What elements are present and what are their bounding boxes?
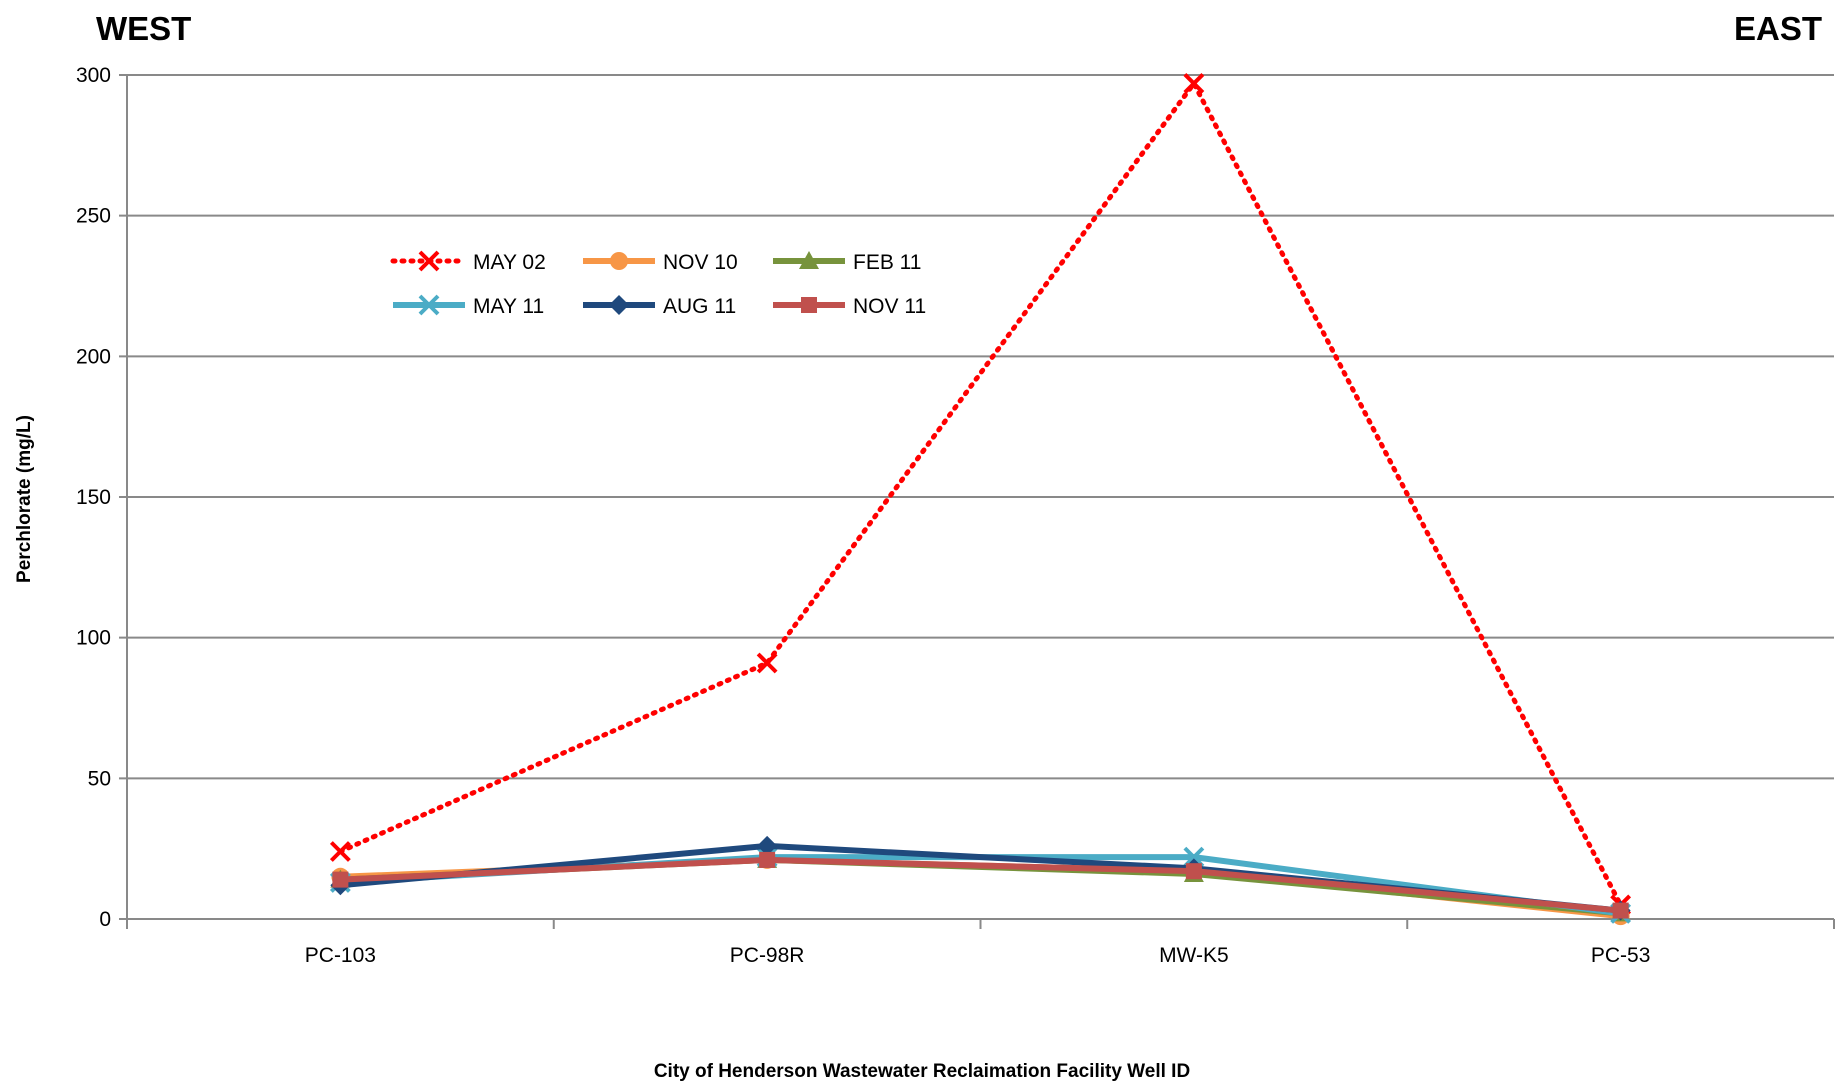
west-label: WEST [96,10,191,47]
series-line [337,80,1624,908]
east-label: EAST [1734,10,1822,47]
marker-stroke [756,652,778,674]
legend-entry-nov-11: NOV 11 [773,295,926,318]
legend-swatch-marker [801,297,817,313]
data-series [329,73,1632,926]
legend-label: NOV 11 [853,295,926,318]
marker-stroke [1183,73,1205,94]
series-may-02 [329,73,1632,916]
legend-label: MAY 11 [473,295,544,318]
y-tick-label: 0 [99,908,111,931]
x-axis-title: City of Henderson Wastewater Reclaimatio… [654,1061,1190,1082]
legend-label: FEB 11 [853,251,921,274]
gridlines [119,74,1834,920]
y-tick-label: 50 [88,767,111,790]
legend-label: AUG 11 [663,295,736,318]
legend-swatch-marker [610,252,628,270]
marker-stroke [418,250,440,272]
data-point-marker [1183,73,1205,94]
series-aug-11 [330,835,1631,921]
legend: MAY 02 NOV 10 FEB 11 MAY 11 AUG 11 NOV 11 [390,250,926,318]
x-tick-label: PC-103 [305,944,376,967]
series-feb-11 [330,849,1631,922]
legend-label: MAY 02 [473,251,546,274]
legend-swatch-marker [609,295,629,315]
legend-entry-aug-11: AUG 11 [583,295,736,318]
y-tick-label: 100 [76,627,111,650]
data-point-marker [759,851,776,868]
legend-swatch-marker [799,251,819,269]
series-line [340,842,1621,914]
y-tick-label: 300 [76,64,111,87]
data-point-marker [332,871,349,888]
marker-stroke [418,294,440,316]
legend-entry-may-02: MAY 02 [390,250,546,274]
y-tick-labels: 0 50 100 150 200 250 300 [76,64,111,931]
data-point-marker [1185,863,1202,880]
y-tick-label: 250 [76,205,111,228]
legend-entry-nov-10: NOV 10 [583,251,738,274]
data-point-marker [329,841,351,862]
x-tick-labels: PC-103 PC-98R MW-K5 PC-53 [305,944,1651,967]
x-tick-label: MW-K5 [1159,944,1229,967]
legend-swatch-marker [418,294,440,316]
legend-entry-feb-11: FEB 11 [773,251,921,274]
series-nov-11 [332,851,1629,919]
x-tick-label: PC-53 [1591,944,1651,967]
data-point-marker [757,835,778,856]
legend-label: NOV 10 [663,251,738,274]
y-axis-title: Perchlorate (mg/L) [14,415,35,583]
data-point-marker [1183,846,1205,868]
marker-stroke [1183,846,1205,868]
marker-stroke [329,841,351,862]
data-point-marker [1612,902,1629,919]
y-tick-label: 150 [76,486,111,509]
legend-swatch-marker [418,250,440,272]
data-point-marker [756,652,778,674]
series-line [340,856,1621,914]
y-tick-label: 200 [76,345,111,368]
x-tick-label: PC-98R [730,944,805,967]
legend-entry-may-11: MAY 11 [393,294,544,318]
axes [126,75,1835,929]
